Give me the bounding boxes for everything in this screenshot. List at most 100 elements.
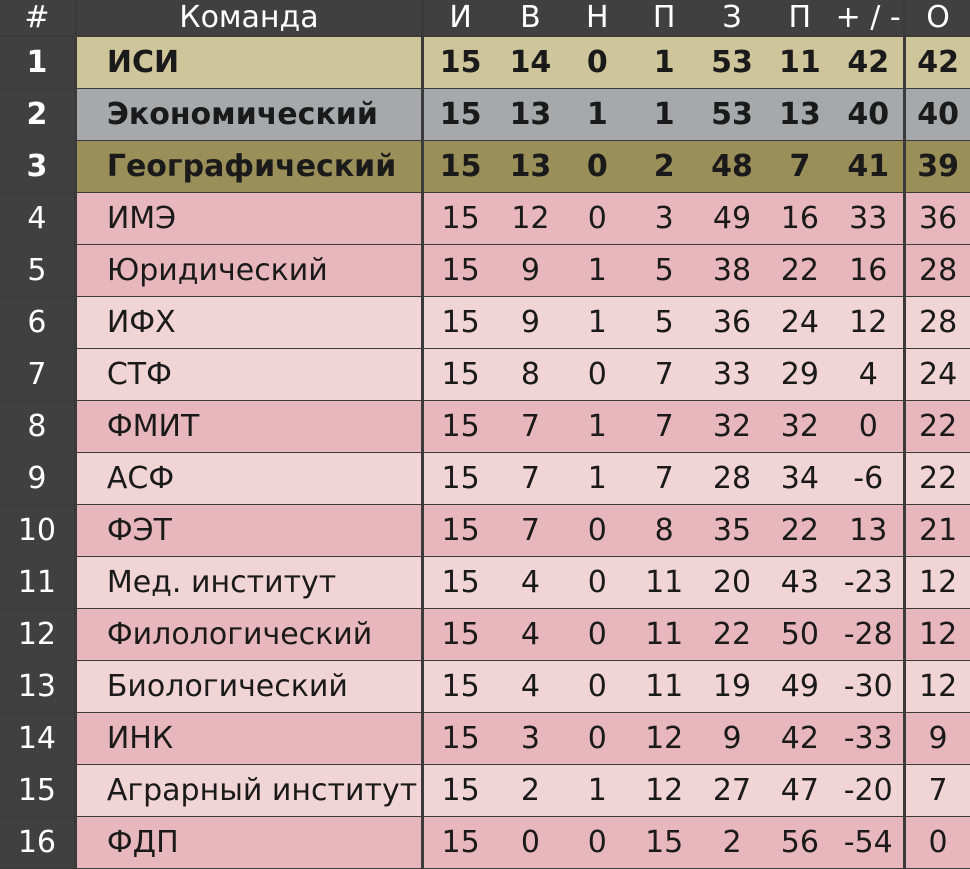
rank-cell: 14: [0, 713, 74, 764]
goal-diff-cell: 4: [833, 349, 904, 400]
rank-cell: 6: [0, 297, 74, 348]
goals-against-cell: 42: [766, 713, 834, 764]
rank-cell: 12: [0, 609, 74, 660]
header-goals-for: З: [697, 0, 767, 35]
goals-for-cell: 53: [697, 89, 767, 140]
separator: [421, 609, 425, 660]
table-row: 6 ИФХ 15 9 1 5 36 24 12 28: [0, 297, 970, 348]
team-name-cell: Юридический: [76, 245, 422, 296]
games-cell: 15: [424, 297, 498, 348]
table-row: 8 ФМИТ 15 7 1 7 32 32 0 22: [0, 401, 970, 452]
games-cell: 15: [424, 505, 498, 556]
goals-for-cell: 49: [697, 193, 767, 244]
goal-diff-cell: 0: [833, 401, 904, 452]
table-row: 14 ИНК 15 3 0 12 9 42 -33 9: [0, 713, 970, 764]
goal-diff-cell: 42: [833, 37, 904, 88]
rank-cell: 1: [0, 37, 74, 88]
games-cell: 15: [424, 453, 498, 504]
points-cell: 22: [906, 453, 970, 504]
draws-cell: 0: [563, 557, 631, 608]
separator: [421, 0, 425, 35]
goals-against-cell: 50: [766, 609, 834, 660]
table-row: 15 Аграрный институт 15 2 1 12 27 47 -20 7: [0, 765, 970, 816]
goals-for-cell: 20: [697, 557, 767, 608]
losses-cell: 7: [630, 453, 698, 504]
header-games: И: [424, 0, 497, 35]
losses-cell: 12: [630, 713, 698, 764]
goals-for-cell: 36: [697, 297, 767, 348]
table-row: 5 Юридический 15 9 1 5 38 22 16 28: [0, 245, 970, 296]
header-points: О: [906, 0, 970, 35]
losses-cell: 15: [630, 817, 698, 868]
games-cell: 15: [424, 89, 498, 140]
table-body: 1 ИСИ 15 14 0 1 53 11 42 42 2 Экономический 15 13 1 1 53…: [0, 37, 970, 869]
games-cell: 15: [424, 37, 498, 88]
draws-cell: 1: [563, 297, 631, 348]
points-cell: 12: [906, 609, 970, 660]
header-draws: Н: [563, 0, 631, 35]
table-row: 3 Географический 15 13 0 2 48 7 41 39: [0, 141, 970, 192]
losses-cell: 8: [630, 505, 698, 556]
separator: [421, 817, 425, 868]
table-row: 7 СТФ 15 8 0 7 33 29 4 24: [0, 349, 970, 400]
points-cell: 22: [906, 401, 970, 452]
points-cell: 36: [906, 193, 970, 244]
goal-diff-cell: -23: [833, 557, 904, 608]
draws-cell: 1: [563, 765, 631, 816]
points-cell: 28: [906, 245, 970, 296]
team-name-cell: Аграрный институт: [76, 765, 422, 816]
goals-against-cell: 29: [766, 349, 834, 400]
wins-cell: 7: [497, 453, 564, 504]
team-name-cell: ИФХ: [76, 297, 422, 348]
goals-for-cell: 33: [697, 349, 767, 400]
separator: [421, 557, 425, 608]
rank-cell: 7: [0, 349, 74, 400]
separator: [421, 401, 425, 452]
wins-cell: 12: [497, 193, 564, 244]
goals-for-cell: 22: [697, 609, 767, 660]
rank-cell: 11: [0, 557, 74, 608]
rank-cell: 10: [0, 505, 74, 556]
points-cell: 28: [906, 297, 970, 348]
header-goals-against: П: [766, 0, 834, 35]
team-name-cell: ФМИТ: [76, 401, 422, 452]
header-wins: В: [496, 0, 564, 35]
rank-cell: 16: [0, 817, 74, 868]
games-cell: 15: [424, 609, 498, 660]
wins-cell: 13: [497, 89, 564, 140]
goal-diff-cell: -20: [833, 765, 904, 816]
team-name-cell: ФДП: [76, 817, 422, 868]
table-row: 9 АСФ 15 7 1 7 28 34 -6 22: [0, 453, 970, 504]
wins-cell: 0: [497, 817, 564, 868]
goals-for-cell: 48: [697, 141, 767, 192]
rank-cell: 3: [0, 141, 74, 192]
table-row: 1 ИСИ 15 14 0 1 53 11 42 42: [0, 37, 970, 88]
team-name-cell: Мед. институт: [76, 557, 422, 608]
wins-cell: 4: [497, 557, 564, 608]
losses-cell: 11: [630, 609, 698, 660]
goals-against-cell: 47: [766, 765, 834, 816]
draws-cell: 0: [563, 661, 631, 712]
team-name-cell: СТФ: [76, 349, 422, 400]
losses-cell: 11: [630, 661, 698, 712]
rank-cell: 8: [0, 401, 74, 452]
wins-cell: 14: [497, 37, 564, 88]
separator: [421, 89, 425, 140]
goal-diff-cell: 12: [833, 297, 904, 348]
team-name-cell: ИСИ: [76, 37, 422, 88]
points-cell: 7: [906, 765, 970, 816]
goal-diff-cell: -28: [833, 609, 904, 660]
games-cell: 15: [424, 141, 498, 192]
points-cell: 21: [906, 505, 970, 556]
losses-cell: 3: [630, 193, 698, 244]
goals-against-cell: 7: [766, 141, 834, 192]
draws-cell: 0: [563, 193, 631, 244]
draws-cell: 0: [563, 505, 631, 556]
team-name-cell: Экономический: [76, 89, 422, 140]
goals-for-cell: 53: [697, 37, 767, 88]
team-name-cell: ИНК: [76, 713, 422, 764]
goal-diff-cell: 40: [833, 89, 904, 140]
rank-cell: 9: [0, 453, 74, 504]
team-name-cell: Географический: [76, 141, 422, 192]
games-cell: 15: [424, 193, 498, 244]
